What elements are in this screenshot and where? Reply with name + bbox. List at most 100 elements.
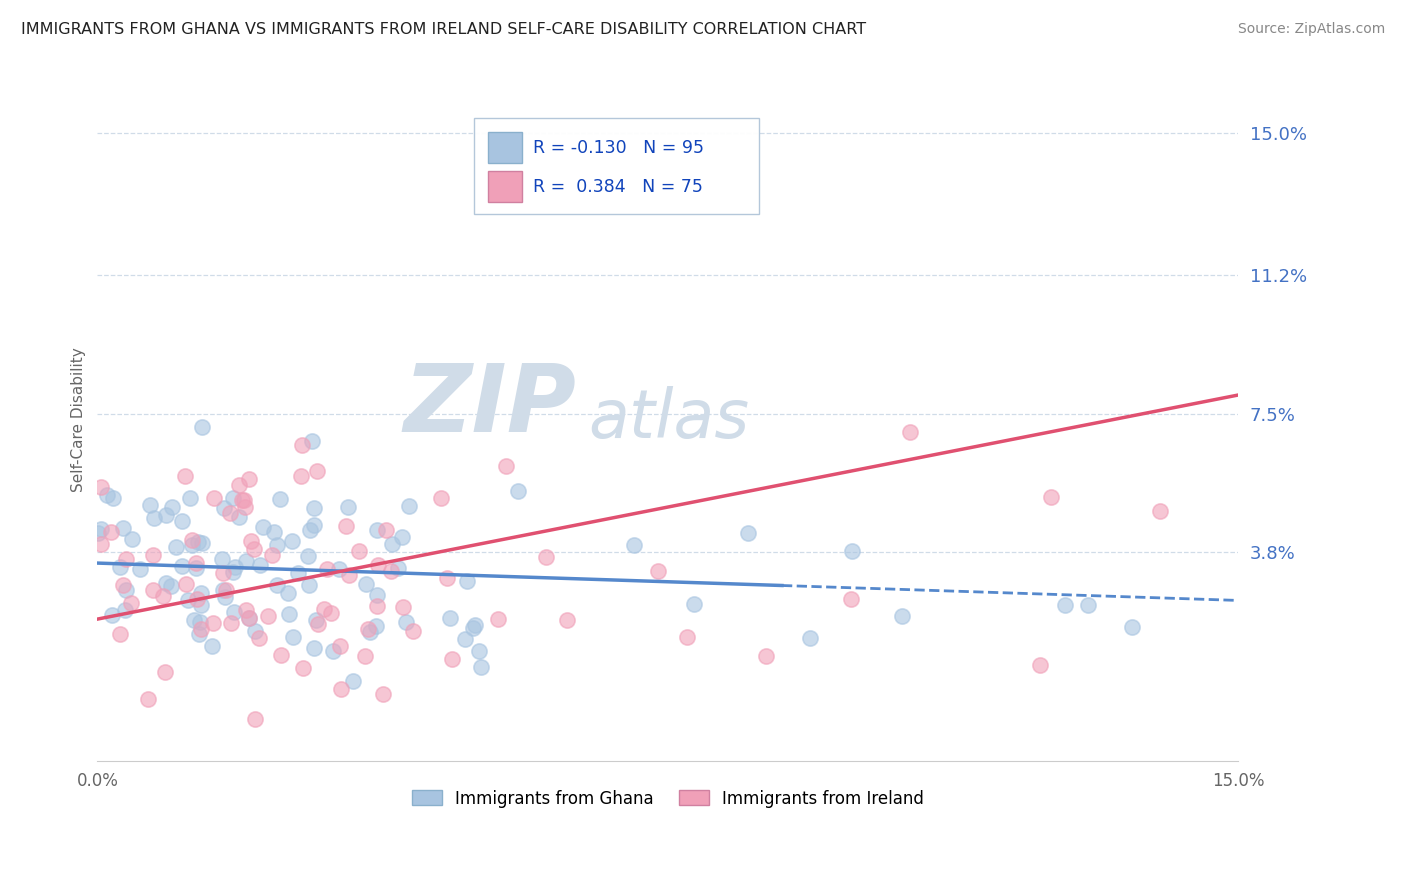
- Point: [402, 624, 425, 639]
- Point: [463, 621, 485, 635]
- Point: [228, 509, 250, 524]
- Point: [96, 487, 118, 501]
- Point: [468, 644, 491, 658]
- Point: [212, 566, 235, 580]
- Point: [101, 608, 124, 623]
- Point: [1029, 658, 1052, 673]
- Text: IMMIGRANTS FROM GHANA VS IMMIGRANTS FROM IRELAND SELF-CARE DISABILITY CORRELATIO: IMMIGRANTS FROM GHANA VS IMMIGRANTS FROM…: [21, 22, 866, 37]
- Point: [184, 561, 207, 575]
- Point: [297, 549, 319, 563]
- Point: [329, 639, 352, 653]
- Point: [215, 582, 238, 597]
- Point: [291, 438, 314, 452]
- Point: [319, 607, 342, 621]
- Point: [1054, 598, 1077, 612]
- Point: [202, 616, 225, 631]
- Point: [142, 549, 165, 563]
- Point: [380, 564, 402, 578]
- Point: [142, 582, 165, 597]
- Point: [232, 493, 254, 508]
- Point: [257, 609, 280, 624]
- Point: [391, 529, 413, 543]
- Point: [440, 652, 463, 666]
- Point: [243, 624, 266, 639]
- Point: [181, 533, 204, 547]
- Point: [269, 492, 291, 507]
- Y-axis label: Self-Care Disability: Self-Care Disability: [72, 347, 86, 491]
- Point: [90, 480, 112, 494]
- Point: [464, 617, 486, 632]
- Point: [183, 614, 205, 628]
- Point: [129, 562, 152, 576]
- Point: [111, 578, 134, 592]
- Point: [330, 681, 353, 696]
- Point: [184, 556, 207, 570]
- Point: [305, 464, 328, 478]
- Point: [155, 508, 177, 522]
- Point: [1039, 491, 1062, 505]
- Point: [179, 491, 201, 505]
- Point: [292, 661, 315, 675]
- Point: [283, 630, 305, 644]
- Point: [90, 536, 112, 550]
- Point: [139, 498, 162, 512]
- Point: [398, 499, 420, 513]
- Point: [191, 420, 214, 434]
- Point: [371, 687, 394, 701]
- Point: [366, 523, 388, 537]
- Point: [302, 517, 325, 532]
- Point: [224, 559, 246, 574]
- Point: [249, 558, 271, 572]
- Point: [298, 577, 321, 591]
- Point: [470, 660, 492, 674]
- Point: [190, 536, 212, 550]
- Point: [212, 582, 235, 597]
- Text: Source: ZipAtlas.com: Source: ZipAtlas.com: [1237, 22, 1385, 37]
- Point: [136, 692, 159, 706]
- Point: [328, 562, 350, 576]
- Point: [233, 500, 256, 515]
- Point: [221, 566, 243, 580]
- Point: [623, 539, 645, 553]
- Point: [322, 644, 344, 658]
- Point: [100, 525, 122, 540]
- Point: [675, 630, 697, 644]
- Point: [737, 526, 759, 541]
- Point: [890, 609, 912, 624]
- FancyBboxPatch shape: [488, 171, 522, 202]
- Point: [160, 579, 183, 593]
- Point: [115, 582, 138, 597]
- Point: [299, 523, 322, 537]
- Point: [266, 578, 288, 592]
- Point: [212, 500, 235, 515]
- Point: [222, 605, 245, 619]
- Point: [287, 566, 309, 581]
- Point: [1077, 599, 1099, 613]
- Point: [201, 639, 224, 653]
- Point: [238, 611, 260, 625]
- Point: [392, 599, 415, 614]
- Point: [231, 492, 253, 507]
- Point: [247, 631, 270, 645]
- Point: [316, 562, 339, 576]
- Point: [177, 593, 200, 607]
- Point: [190, 598, 212, 612]
- Point: [112, 521, 135, 535]
- Point: [536, 549, 558, 564]
- Point: [252, 519, 274, 533]
- Point: [160, 500, 183, 515]
- Point: [219, 507, 242, 521]
- Point: [312, 602, 335, 616]
- Point: [839, 592, 862, 607]
- Point: [221, 491, 243, 505]
- Point: [120, 597, 142, 611]
- Legend: Immigrants from Ghana, Immigrants from Ireland: Immigrants from Ghana, Immigrants from I…: [405, 783, 931, 814]
- Point: [301, 434, 323, 449]
- FancyBboxPatch shape: [474, 119, 759, 214]
- Point: [266, 538, 288, 552]
- Point: [202, 491, 225, 505]
- Point: [238, 610, 260, 624]
- Point: [366, 588, 388, 602]
- Point: [374, 523, 396, 537]
- Point: [152, 589, 174, 603]
